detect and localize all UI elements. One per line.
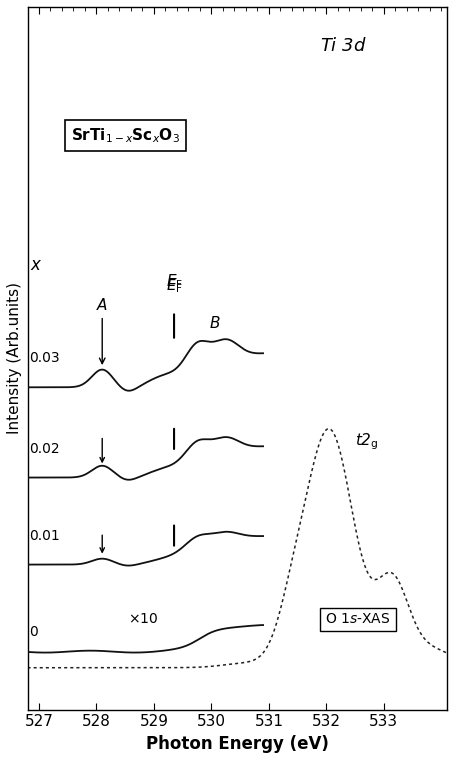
Text: 0.01: 0.01 (29, 528, 59, 543)
X-axis label: Photon Energy (eV): Photon Energy (eV) (146, 735, 329, 753)
Text: $\times$10: $\times$10 (128, 613, 158, 626)
Text: $A$: $A$ (96, 297, 109, 363)
Text: 0.02: 0.02 (29, 442, 59, 455)
Text: $B$: $B$ (208, 315, 220, 331)
Text: $E_\mathrm{F}$: $E_\mathrm{F}$ (166, 272, 183, 290)
Text: $E_\mathrm{F}$: $E_\mathrm{F}$ (166, 277, 183, 296)
Text: $x$: $x$ (30, 256, 43, 274)
Text: $t$2$_\mathrm{g}$: $t$2$_\mathrm{g}$ (355, 432, 379, 452)
Text: O 1$s$-XAS: O 1$s$-XAS (325, 613, 391, 626)
Y-axis label: Intensity (Arb.units): Intensity (Arb.units) (7, 282, 22, 434)
Text: Ti 3$d$: Ti 3$d$ (320, 36, 367, 55)
Text: SrTi$_{1-x}$Sc$_x$O$_3$: SrTi$_{1-x}$Sc$_x$O$_3$ (71, 126, 180, 145)
Text: 0.03: 0.03 (29, 351, 59, 366)
Text: 0: 0 (29, 625, 37, 639)
